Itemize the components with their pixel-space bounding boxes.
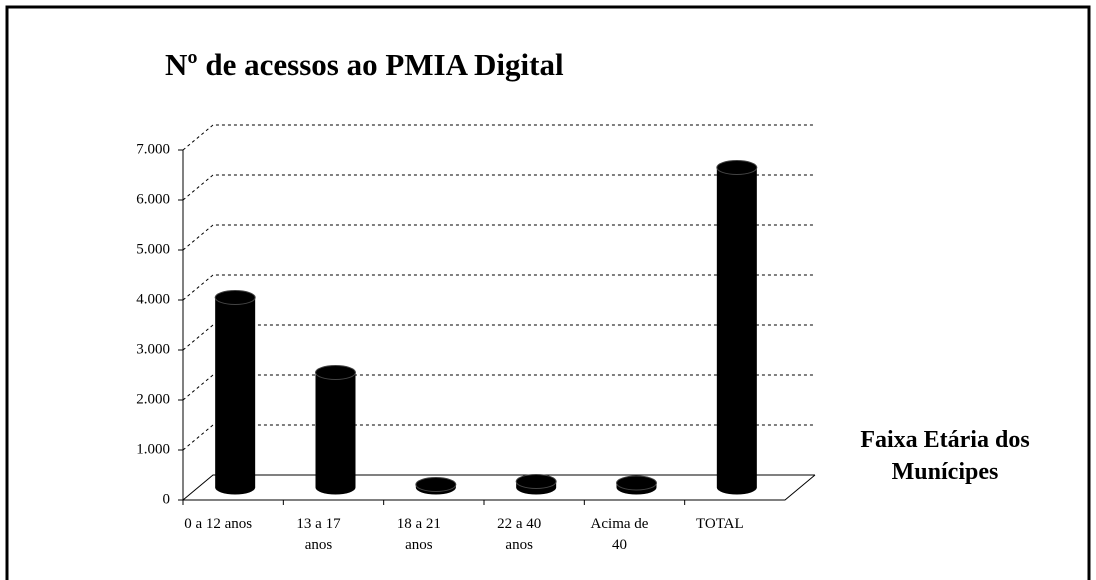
bar-top (616, 475, 657, 491)
y-tick-label: 2.000 (136, 391, 170, 407)
grid-line (182, 424, 815, 451)
grid-line (182, 474, 815, 501)
bar (616, 475, 657, 495)
x-tick-label: 18 a 21 anos (396, 516, 441, 553)
x-tick-label: Acima de 40 (590, 516, 649, 553)
bar-top (515, 474, 557, 489)
bar (214, 290, 256, 495)
y-tick-label: 3.000 (136, 341, 170, 357)
bar (515, 474, 557, 495)
frame (5, 5, 1091, 580)
grid-line (182, 374, 815, 401)
y-tick-label: 4.000 (136, 291, 170, 307)
y-tick-label: 0 (163, 491, 171, 507)
grid-line (182, 174, 815, 201)
grid-line (182, 324, 815, 351)
y-tick-label: 1.000 (136, 441, 170, 457)
bar-top (214, 290, 256, 305)
chart-title: Nº de acessos ao PMIA Digital (165, 47, 564, 82)
x-tick-label: 0 a 12 anos (184, 516, 253, 532)
x-axis-label: Faixa Etária dos Munícipes (860, 427, 1030, 485)
grid-line (182, 274, 815, 301)
bar-top (315, 365, 356, 380)
bar-body (716, 167, 757, 488)
bar-body (315, 372, 356, 488)
bar (315, 365, 356, 495)
bar-top (415, 477, 457, 492)
y-tick-label: 7.000 (136, 141, 170, 157)
bar (716, 160, 758, 495)
grid-line (182, 224, 815, 251)
grid-line (182, 124, 815, 151)
bar-body (215, 297, 256, 488)
bar (415, 477, 457, 495)
y-tick-label: 6.000 (136, 191, 170, 207)
y-tick-label: 5.000 (136, 241, 170, 257)
x-tick-label: 13 a 17 anos (296, 516, 341, 553)
x-tick-label: 22 a 40 anos (497, 516, 542, 553)
x-tick-label: TOTAL (695, 516, 744, 532)
bar-top (716, 160, 758, 175)
